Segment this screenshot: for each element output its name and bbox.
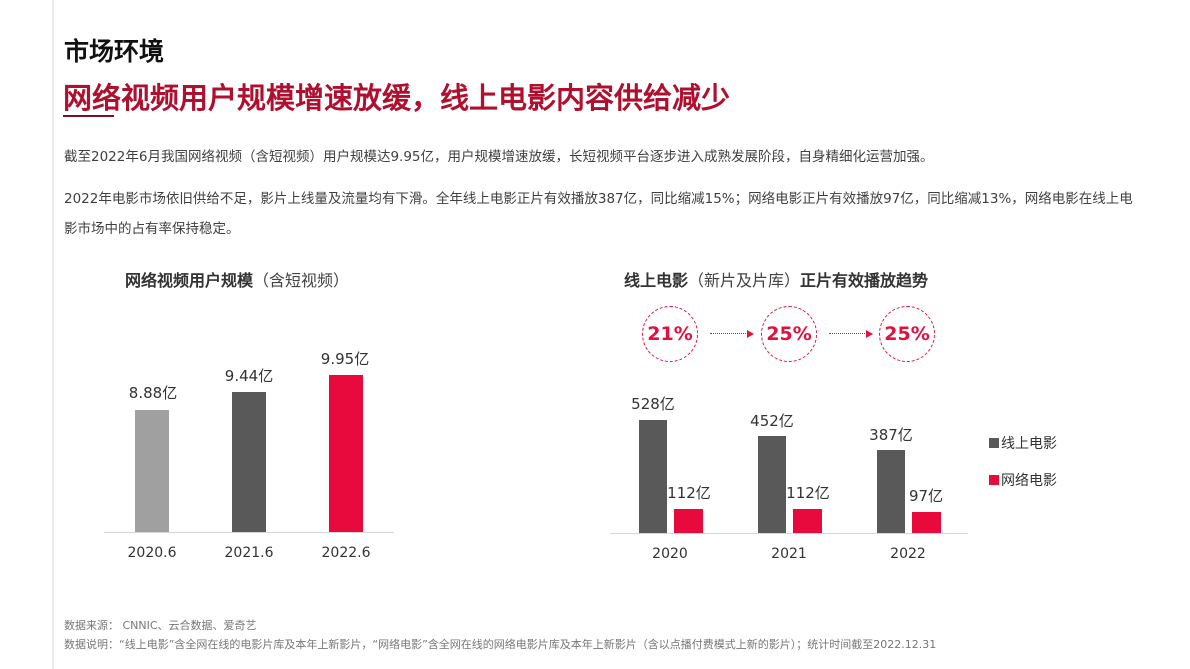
chart2-network-label: 97亿 <box>908 487 944 505</box>
chart1-bar-2020 <box>135 410 169 532</box>
chart2-title: 线上电影（新片及片库）正片有效播放趋势 <box>624 267 928 291</box>
chart1-value-label: 9.44亿 <box>224 367 274 385</box>
chart1-x-label: 2020.6 <box>127 545 177 561</box>
data-source-note: 数据来源： CNNIC、云合数据、爱奇艺 <box>64 619 257 632</box>
paragraph-movies: 2022年电影市场依旧供给不足，影片上线量及流量均有下滑。全年线上电影正片有效播… <box>64 191 1133 237</box>
chart2-x-axis <box>610 533 968 534</box>
chart2-title-bold-2: 正片有效播放趋势 <box>800 271 929 290</box>
chart2-bar-network-2021 <box>793 509 822 533</box>
chart1-value-label: 8.88亿 <box>128 384 178 402</box>
chart2-online-label: 528亿 <box>631 395 675 413</box>
chart1-bar-2022 <box>329 375 363 532</box>
legend-label: 网络电影 <box>1001 473 1057 489</box>
paragraph-users: 截至2022年6月我国网络视频（含短视频）用户规模达9.95亿，用户规模增速放缓… <box>64 149 934 165</box>
chart2-bar-network-2020 <box>674 509 703 533</box>
chart2-bar-online-2021 <box>758 436 786 533</box>
chart1-x-axis <box>104 532 394 533</box>
chart2-network-label: 112亿 <box>786 484 830 502</box>
arrow-right-icon <box>710 329 754 339</box>
headline: 网络视频用户规模增速放缓，线上电影内容供给减少 <box>63 81 731 115</box>
section-title: 市场环境 <box>64 37 165 66</box>
chart1-title-light: （含短视频） <box>253 271 350 290</box>
chart1-bar-2021 <box>232 392 266 532</box>
share-circle-2020: 21% <box>642 306 698 362</box>
chart1-title-bold: 网络视频用户规模 <box>125 271 254 290</box>
share-circle-2021: 25% <box>761 306 817 362</box>
chart2-x-label: 2020 <box>652 546 688 562</box>
chart2-x-label: 2021 <box>771 546 807 562</box>
chart2-title-bold-1: 线上电影 <box>624 271 689 290</box>
left-rule <box>52 0 54 669</box>
legend-online-movie: 线上电影 <box>989 433 1057 453</box>
arrow-right-icon <box>829 329 873 339</box>
chart2-bar-online-2022 <box>877 450 905 533</box>
chart1-value-label: 9.95亿 <box>320 350 370 368</box>
chart2-network-label: 112亿 <box>667 484 711 502</box>
chart2-x-label: 2022 <box>890 546 926 562</box>
legend-swatch-icon <box>989 475 999 485</box>
data-explanation-note: 数据说明：“线上电影”含全网在线的电影片库及本年上新影片，“网络电影”含全网在线… <box>64 638 937 651</box>
chart2-online-label: 452亿 <box>750 412 794 430</box>
chart1-x-label: 2021.6 <box>224 545 274 561</box>
chart2-title-light: （新片及片库） <box>688 271 801 290</box>
chart1-x-label: 2022.6 <box>321 545 371 561</box>
chart2-bar-network-2022 <box>912 512 941 533</box>
legend-label: 线上电影 <box>1001 436 1057 452</box>
headline-underline <box>63 115 114 117</box>
legend-network-movie: 网络电影 <box>989 470 1057 490</box>
chart2-online-label: 387亿 <box>869 426 913 444</box>
chart1-title: 网络视频用户规模（含短视频） <box>125 267 349 291</box>
legend-swatch-icon <box>989 438 999 448</box>
share-circle-2022: 25% <box>879 306 935 362</box>
chart2-bar-online-2020 <box>639 420 667 533</box>
